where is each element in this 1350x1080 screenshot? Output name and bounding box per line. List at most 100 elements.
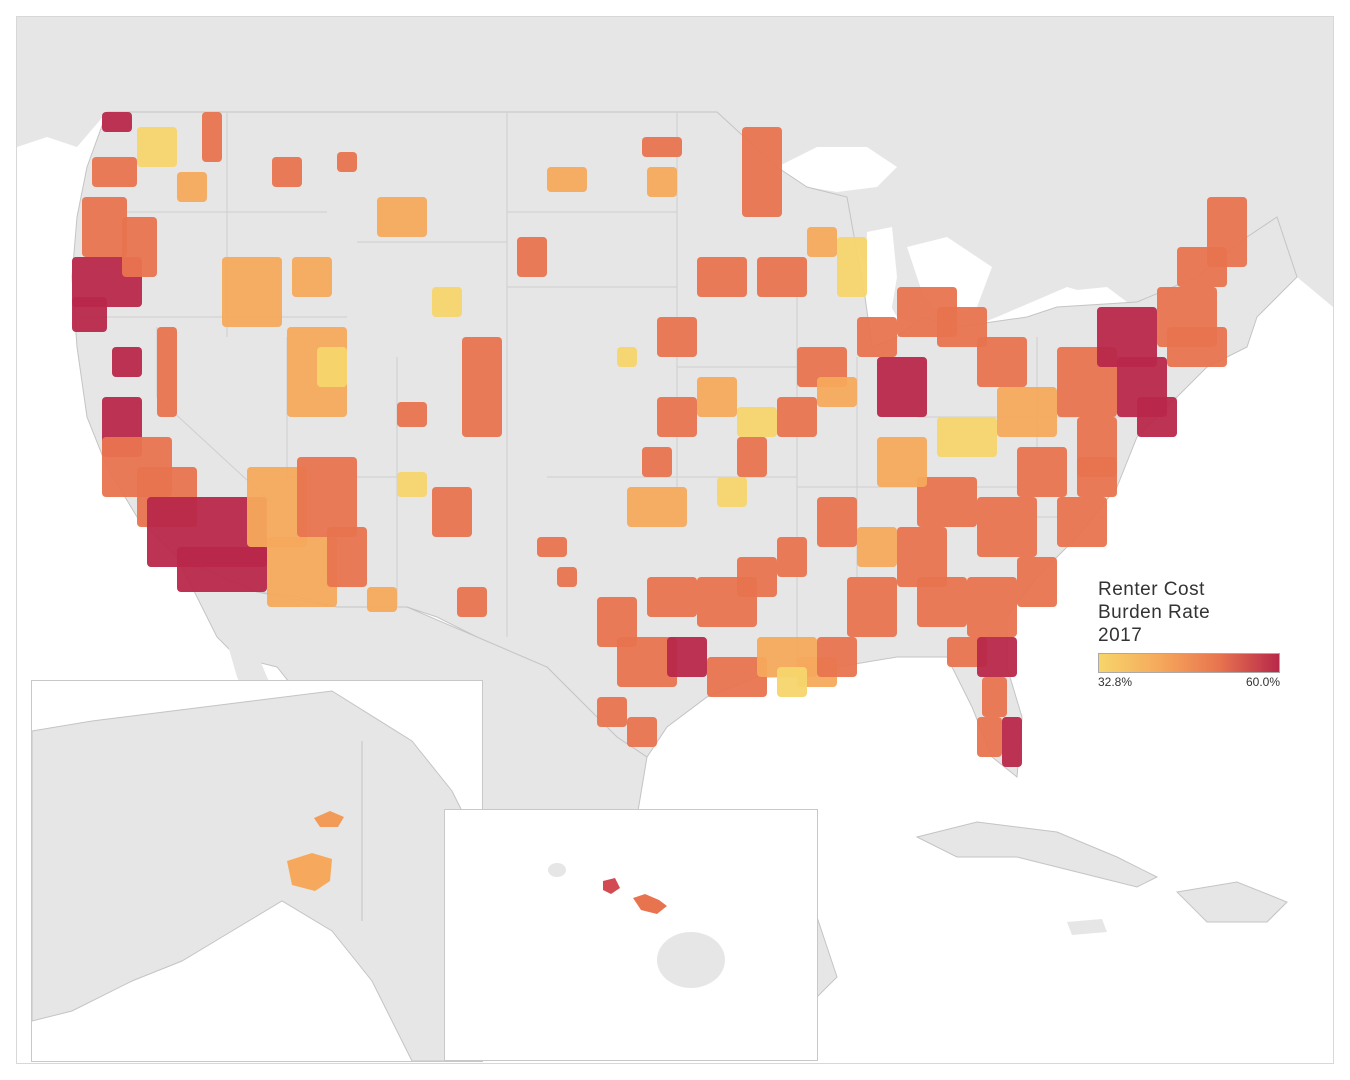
metro-region-40[interactable] [757, 257, 807, 297]
metro-region-56[interactable] [877, 357, 927, 417]
metro-region-76[interactable] [857, 527, 897, 567]
metro-region-38[interactable] [697, 257, 747, 297]
metro-region-103[interactable] [537, 537, 567, 557]
metro-region-52[interactable] [737, 437, 767, 477]
metro-region-88[interactable] [817, 637, 857, 677]
metro-region-59[interactable] [977, 337, 1027, 387]
metro-region-36[interactable] [642, 137, 682, 157]
alaska-land [32, 690, 482, 1061]
metro-region-39[interactable] [742, 127, 782, 217]
lake-superior [777, 147, 897, 192]
metro-region-9[interactable] [112, 347, 142, 377]
metro-region-101[interactable] [627, 717, 657, 747]
metro-region-34[interactable] [517, 237, 547, 277]
metro-region-64[interactable] [1137, 397, 1177, 437]
metro-region-5[interactable] [82, 197, 127, 257]
metro-region-1[interactable] [137, 127, 177, 167]
metro-region-60[interactable] [997, 387, 1057, 437]
metro-region-94[interactable] [1077, 457, 1117, 497]
metro-region-55[interactable] [857, 317, 897, 357]
metro-region-44[interactable] [657, 317, 697, 357]
metro-region-104[interactable] [557, 567, 577, 587]
metro-region-50[interactable] [627, 487, 687, 527]
metro-region-58[interactable] [937, 307, 987, 347]
metro-region-83[interactable] [617, 637, 677, 687]
metro-region-45[interactable] [697, 377, 737, 417]
metro-region-2[interactable] [92, 157, 137, 187]
metro-region-98[interactable] [1002, 717, 1022, 767]
metro-region-20[interactable] [157, 327, 177, 417]
metro-region-96[interactable] [977, 637, 1017, 677]
metro-region-54[interactable] [817, 377, 857, 407]
metro-region-24[interactable] [317, 347, 347, 387]
metro-region-70[interactable] [1017, 447, 1067, 497]
metro-region-80[interactable] [697, 577, 757, 627]
metro-region-97[interactable] [982, 677, 1007, 717]
hawaii-inset [444, 809, 818, 1061]
metro-region-49[interactable] [642, 447, 672, 477]
metro-region-91[interactable] [967, 577, 1017, 637]
map-frame[interactable] [16, 16, 1334, 1064]
metro-region-85[interactable] [707, 657, 767, 697]
metro-region-71[interactable] [977, 497, 1037, 557]
legend: Renter Cost Burden Rate 2017 32.8% 60.0% [1098, 578, 1298, 689]
metro-region-15[interactable] [247, 467, 307, 547]
metro-region-27[interactable] [377, 197, 427, 237]
metro-region-72[interactable] [917, 477, 977, 527]
oahu-region [603, 878, 620, 894]
metro-region-19[interactable] [367, 587, 397, 612]
metro-region-84[interactable] [667, 637, 707, 677]
metro-region-4[interactable] [202, 112, 222, 162]
metro-region-3[interactable] [177, 172, 207, 202]
metro-region-14[interactable] [177, 547, 267, 592]
metro-region-25[interactable] [272, 157, 302, 187]
legend-min-label: 32.8% [1098, 675, 1133, 689]
metro-region-90[interactable] [917, 577, 967, 627]
metro-region-92[interactable] [1017, 557, 1057, 607]
metro-region-82[interactable] [597, 597, 637, 647]
metro-region-0[interactable] [102, 112, 132, 132]
metro-region-62[interactable] [1097, 307, 1157, 367]
metro-region-18[interactable] [327, 527, 367, 587]
metro-region-16[interactable] [297, 457, 357, 537]
metro-region-51[interactable] [717, 477, 747, 507]
metro-region-32[interactable] [432, 487, 472, 537]
metro-region-41[interactable] [807, 227, 837, 257]
metro-region-93[interactable] [1057, 497, 1107, 547]
metro-region-68[interactable] [1167, 327, 1227, 367]
metro-region-78[interactable] [777, 537, 807, 577]
metro-region-8[interactable] [122, 217, 157, 277]
metro-region-77[interactable] [817, 497, 857, 547]
metro-region-33[interactable] [457, 587, 487, 617]
metro-region-89[interactable] [847, 577, 897, 637]
metro-region-81[interactable] [647, 577, 697, 617]
metro-region-35[interactable] [547, 167, 587, 192]
metro-region-74[interactable] [937, 417, 997, 457]
metro-region-67[interactable] [1207, 197, 1247, 267]
metro-region-7[interactable] [72, 297, 107, 332]
metro-region-29[interactable] [462, 337, 502, 437]
metro-region-30[interactable] [397, 402, 427, 427]
metro-region-47[interactable] [777, 397, 817, 437]
metro-region-31[interactable] [397, 472, 427, 497]
metro-region-21[interactable] [222, 257, 282, 327]
metro-region-100[interactable] [597, 697, 627, 727]
metro-region-46[interactable] [737, 407, 777, 437]
metro-region-102[interactable] [777, 667, 807, 697]
legend-color-scale [1098, 653, 1280, 673]
hawaii-big-island [657, 932, 725, 988]
metro-region-48[interactable] [657, 397, 697, 437]
metro-region-17[interactable] [267, 537, 337, 607]
region-layer [72, 112, 1247, 767]
metro-region-37[interactable] [647, 167, 677, 197]
metro-region-22[interactable] [292, 257, 332, 297]
metro-region-42[interactable] [837, 237, 867, 297]
alaska-inset [31, 680, 483, 1062]
legend-labels: 32.8% 60.0% [1098, 675, 1280, 689]
metro-region-26[interactable] [337, 152, 357, 172]
metro-region-75[interactable] [897, 527, 947, 587]
metro-region-73[interactable] [877, 437, 927, 487]
metro-region-43[interactable] [617, 347, 637, 367]
metro-region-99[interactable] [977, 717, 1002, 757]
metro-region-28[interactable] [432, 287, 462, 317]
